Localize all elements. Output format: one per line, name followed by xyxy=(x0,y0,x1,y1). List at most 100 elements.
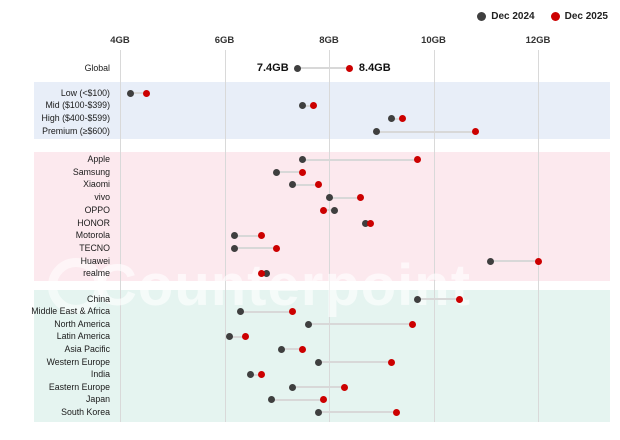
connector xyxy=(234,234,262,237)
dot-dec-2025 xyxy=(388,358,396,366)
axis-tick-4gb: 4GB xyxy=(110,35,130,46)
dot-dec-2025 xyxy=(341,383,349,391)
row-label-brands-7: TECNO xyxy=(79,242,110,253)
section-brands xyxy=(34,152,610,281)
connector xyxy=(417,298,460,300)
row-label-brands-2: Xiaomi xyxy=(83,179,110,190)
dec-2024-dot-icon xyxy=(477,12,487,21)
global-value-dec-2025: 8.4GB xyxy=(358,62,391,74)
dot-dec-2024 xyxy=(268,396,276,404)
dot-dec-2025 xyxy=(257,270,265,278)
connector xyxy=(292,386,345,389)
row-label-global-0: Global xyxy=(84,62,110,73)
row-label-regions-2: North America xyxy=(54,318,110,329)
dot-dec-2024 xyxy=(299,156,307,163)
row-label-brands-9: realme xyxy=(83,268,110,279)
row-label-brands-3: vivo xyxy=(94,192,110,203)
dot-dec-2024 xyxy=(414,295,422,303)
dot-dec-2025 xyxy=(288,308,296,316)
dot-dec-2025 xyxy=(409,320,417,328)
row-label-price-tiers-0: Low (<$100) xyxy=(60,87,110,98)
connector xyxy=(323,209,335,212)
connector xyxy=(276,171,303,174)
dot-dec-2024 xyxy=(325,194,333,202)
dot-dec-2025 xyxy=(346,64,354,72)
row-label-regions-7: Eastern Europe xyxy=(48,381,110,392)
gridline-4gb xyxy=(120,50,121,422)
connector xyxy=(318,411,397,414)
dot-dec-2025 xyxy=(299,168,307,176)
dot-dec-2024 xyxy=(372,128,380,136)
legend-item-dec-2024: Dec 2024 xyxy=(477,11,535,22)
row-label-regions-3: Latin America xyxy=(56,331,110,342)
dot-dec-2025 xyxy=(356,194,364,202)
dot-dec-2025 xyxy=(367,219,375,227)
connector xyxy=(130,92,147,94)
connector xyxy=(297,67,350,69)
dec-2025-dot-icon xyxy=(550,12,560,21)
row-label-regions-8: Japan xyxy=(86,394,110,405)
row-label-price-tiers-3: Premium (≥$600) xyxy=(42,126,110,137)
connector xyxy=(302,104,314,107)
dot-dec-2024 xyxy=(231,244,239,252)
dot-dec-2024 xyxy=(262,270,270,278)
dot-dec-2024 xyxy=(273,168,281,176)
connector xyxy=(391,117,403,120)
gridline-10gb xyxy=(433,50,435,422)
dot-dec-2024 xyxy=(288,181,296,189)
connector xyxy=(292,183,319,186)
row-label-price-tiers-1: Mid ($100-$399) xyxy=(45,100,110,111)
dot-dec-2024 xyxy=(294,64,302,72)
dot-dec-2024 xyxy=(288,383,296,391)
axis-tick-8gb: 8GB xyxy=(319,35,339,46)
connector xyxy=(490,260,538,263)
dot-dec-2024 xyxy=(226,333,234,341)
connector xyxy=(240,310,293,313)
dot-dec-2024 xyxy=(362,219,370,227)
dot-dec-2024 xyxy=(236,308,244,316)
dot-dec-2024 xyxy=(278,345,286,353)
row-label-brands-8: Huawei xyxy=(80,255,110,266)
dot-dec-2024 xyxy=(247,371,255,379)
dot-dec-2024 xyxy=(330,206,338,214)
dot-dec-2025 xyxy=(241,333,249,341)
dot-dec-2025 xyxy=(273,244,281,252)
axis-tick-6gb: 6GB xyxy=(214,35,235,46)
row-label-price-tiers-2: High ($400-$599) xyxy=(41,113,110,124)
dot-dec-2025 xyxy=(257,371,265,379)
dot-dec-2025 xyxy=(471,128,479,136)
legend-item-dec-2025: Dec 2025 xyxy=(550,11,608,22)
axis-tick-10gb: 10GB xyxy=(421,35,446,46)
connector xyxy=(318,361,392,363)
dot-dec-2024 xyxy=(126,89,134,97)
dot-dec-2025 xyxy=(257,232,265,240)
row-label-regions-1: Middle East & Africa xyxy=(31,306,110,317)
dot-dec-2025 xyxy=(315,181,323,189)
global-value-dec-2024: 7.4GB xyxy=(256,62,289,74)
dot-dec-2024 xyxy=(315,358,323,366)
row-label-regions-9: South Korea xyxy=(61,406,110,417)
row-label-brands-1: Samsung xyxy=(72,166,110,177)
gridline-12gb xyxy=(538,50,539,422)
connector xyxy=(329,196,361,199)
row-label-regions-0: China xyxy=(87,293,110,304)
dot-dec-2025 xyxy=(534,257,542,265)
row-label-brands-5: HONOR xyxy=(77,217,110,228)
dot-dec-2024 xyxy=(231,232,239,240)
connector xyxy=(271,398,324,401)
dot-dec-2024 xyxy=(388,115,396,123)
connector xyxy=(308,323,413,326)
dot-dec-2025 xyxy=(299,345,307,353)
row-label-brands-4: OPPO xyxy=(84,204,110,215)
dot-dec-2025 xyxy=(393,408,401,416)
axis-tick-12gb: 12GB xyxy=(525,35,551,46)
legend-label-dec-2025: Dec 2025 xyxy=(564,11,608,22)
connector xyxy=(250,373,262,376)
gridline-8gb xyxy=(329,50,330,422)
dot-dec-2024 xyxy=(299,102,307,110)
row-label-regions-5: Western Europe xyxy=(46,356,110,367)
row-label-brands-0: Apple xyxy=(87,154,111,164)
dot-dec-2025 xyxy=(398,115,406,123)
legend-label-dec-2024: Dec 2024 xyxy=(491,11,535,22)
dot-dec-2025 xyxy=(320,396,328,404)
